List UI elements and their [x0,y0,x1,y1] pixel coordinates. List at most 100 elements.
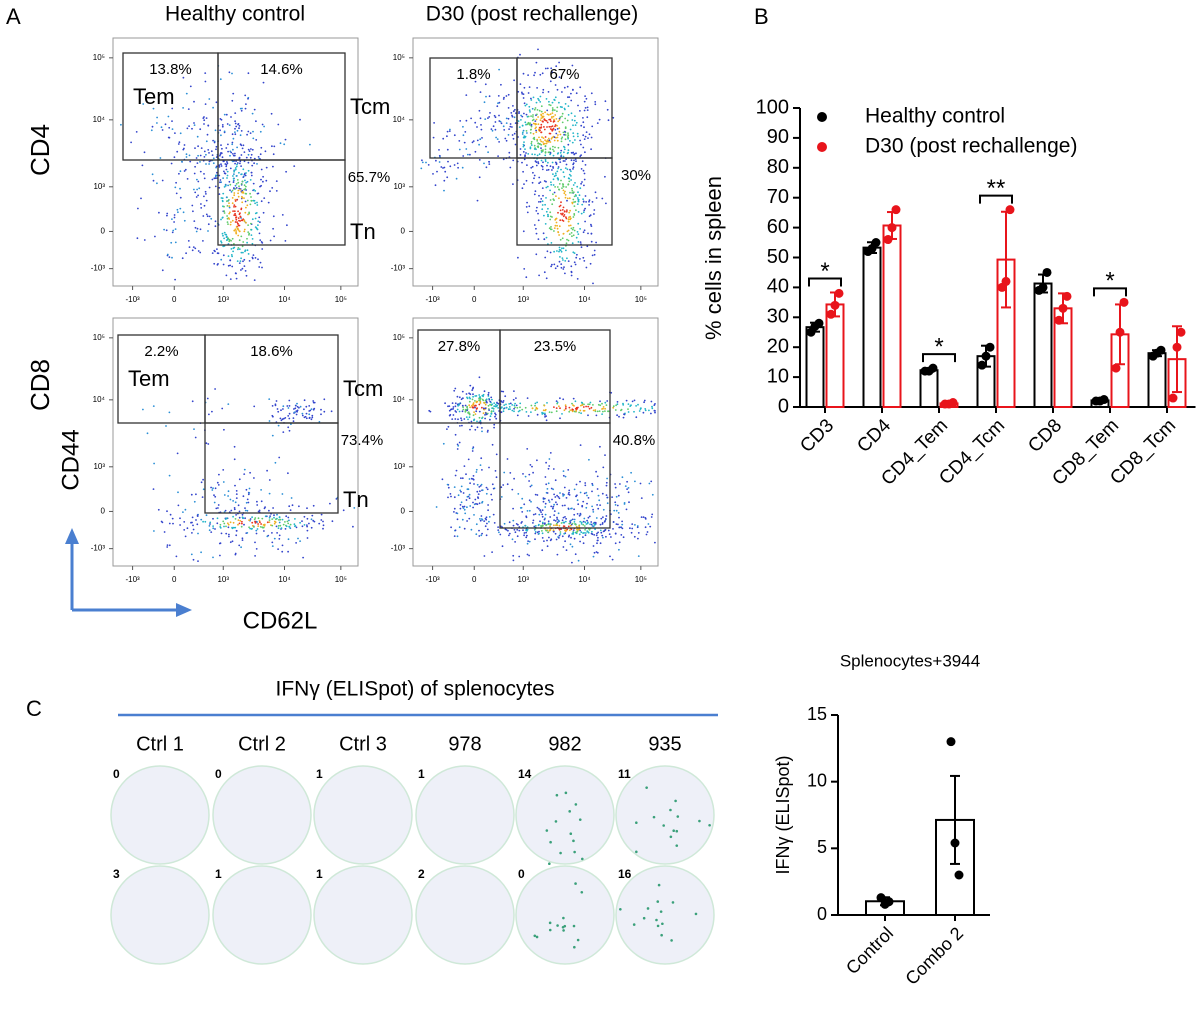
event-dot [500,390,503,393]
event-dot [476,400,479,403]
event-dot [530,500,532,503]
event-dot [577,191,579,194]
event-dot [561,112,564,115]
event-dot [512,524,515,527]
event-dot [286,405,289,407]
event-dot [193,100,195,103]
event-dot [599,400,601,403]
event-dot [459,489,462,492]
bar [919,369,939,408]
event-dot [227,264,230,267]
event-dot [597,539,599,542]
event-dot [519,83,522,85]
event-dot [235,216,238,219]
event-dot [293,523,296,526]
event-dot [558,119,561,121]
event-dot [236,260,239,262]
event-dot [526,553,529,556]
event-dot [238,516,241,519]
event-dot [544,151,547,153]
data-point [1172,342,1182,352]
event-dot [562,474,565,477]
event-dot [562,546,565,548]
event-dot [528,480,530,482]
event-dot [567,105,570,107]
event-dot [272,153,275,156]
event-dot [612,528,614,530]
event-dot [228,124,231,126]
event-dot [454,410,457,412]
event-dot [457,404,459,407]
event-dot [579,491,582,494]
event-dot [564,130,566,133]
event-dot [576,203,579,206]
event-dot [553,139,556,142]
event-dot [597,507,600,510]
event-dot [586,109,589,111]
event-dot [230,509,233,512]
row-label: CD4 [25,124,55,176]
event-dot [551,101,554,104]
event-dot [558,117,561,120]
event-dot [238,262,241,264]
event-dot [152,107,155,110]
event-dot [234,188,237,190]
event-dot [475,410,478,413]
event-dot [232,521,235,524]
well-count: 1 [316,867,323,881]
event-dot [525,123,527,126]
event-dot [161,129,164,131]
event-dot [542,524,544,527]
event-dot [294,407,297,410]
event-dot [583,209,586,212]
event-dot [219,527,222,529]
event-dot [541,200,544,203]
event-dot [478,403,481,406]
event-dot [478,529,480,532]
event-dot [250,171,253,174]
event-dot [253,162,256,165]
event-dot [240,257,242,260]
event-dot [306,517,309,520]
event-dot [212,525,214,527]
spot [669,835,673,839]
event-dot [479,518,481,520]
event-dot [544,506,547,508]
event-dot [521,161,523,164]
event-dot [578,528,581,531]
event-dot [222,234,224,237]
event-dot [544,67,547,70]
event-dot [534,409,537,411]
event-dot [195,157,198,159]
event-dot [213,141,216,144]
event-dot [532,114,534,116]
event-dot [500,486,503,489]
event-dot [508,403,511,405]
event-dot [493,114,496,117]
event-dot [591,201,594,203]
event-dot [523,503,526,506]
y-tick-label: 60 [767,216,789,238]
event-dot [476,483,479,486]
gate-percent: 65.7% [348,169,391,186]
event-dot [497,95,500,97]
tick-label: -10³ [425,575,440,584]
event-dot [166,544,169,546]
event-dot [247,148,250,151]
event-dot [558,246,561,249]
event-dot [574,200,577,203]
event-dot [233,508,236,511]
event-dot [567,239,570,242]
event-dot [484,414,486,416]
event-dot [525,103,528,106]
event-dot [229,167,232,170]
event-dot [534,538,536,541]
event-dot [512,110,515,113]
event-dot [582,169,585,172]
column-header: Healthy control [165,3,305,26]
event-dot [553,514,556,516]
event-dot [234,205,237,208]
event-dot [541,532,544,535]
column-label: 978 [448,733,481,755]
well [415,765,515,865]
